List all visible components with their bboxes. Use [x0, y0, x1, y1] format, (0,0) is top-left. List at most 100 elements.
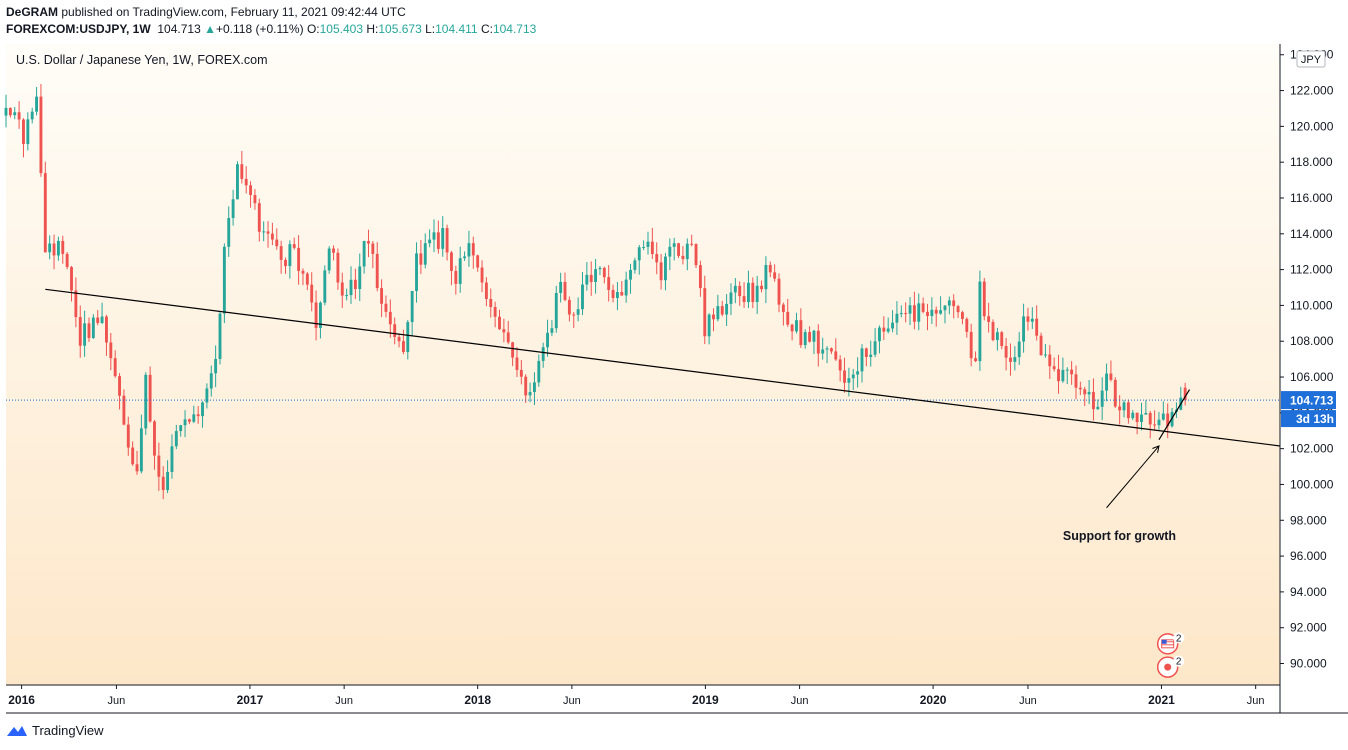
- candle-down: [476, 255, 480, 268]
- plot-area[interactable]: [6, 44, 1280, 685]
- candle-down: [96, 317, 100, 323]
- candle-down: [8, 107, 12, 116]
- candle-up: [174, 431, 178, 447]
- candle-up: [262, 231, 266, 233]
- candle-up: [183, 419, 187, 426]
- candle-up: [860, 348, 864, 372]
- author-name[interactable]: DeGRAM: [6, 5, 59, 19]
- candle-up: [668, 246, 672, 257]
- candle-up: [995, 332, 999, 341]
- price-chart[interactable]: 2016 Jun 2017 Jun 2018 Jun 2019 Jun 2020 Jun 2021 J…: [0, 0, 1348, 720]
- short-support-line[interactable]: [1158, 389, 1191, 441]
- candle-up: [629, 269, 632, 280]
- candle-down: [305, 273, 309, 285]
- candle-up: [201, 402, 204, 417]
- y-tick-label: 100.000: [1290, 477, 1334, 491]
- candle-up: [170, 446, 174, 472]
- candle-down: [1083, 389, 1087, 395]
- candle-up: [755, 285, 759, 303]
- candle-down: [292, 244, 296, 248]
- candle-up: [319, 302, 322, 328]
- candle-down: [471, 243, 475, 256]
- high-value: 105.673: [378, 22, 422, 36]
- time-axis[interactable]: [6, 685, 1280, 713]
- candle-down: [332, 248, 335, 253]
- last-price-tag-label: 104.713: [1290, 394, 1334, 408]
- candle-down: [768, 265, 772, 273]
- candle-down: [118, 376, 121, 396]
- candle-up: [209, 373, 213, 389]
- annotation-arrow[interactable]: [1106, 445, 1160, 509]
- candle-up: [345, 295, 349, 297]
- candle-up: [947, 300, 951, 306]
- candle-down: [157, 455, 161, 477]
- candle-up: [908, 305, 912, 314]
- symbol-name[interactable]: FOREXCOM:USDJPY, 1W: [6, 22, 151, 36]
- candle-down: [161, 476, 165, 491]
- candle-down: [17, 112, 21, 120]
- candle-down: [1126, 402, 1130, 419]
- candle-down: [275, 239, 279, 247]
- candle-down: [987, 316, 991, 322]
- candle-down: [777, 278, 781, 305]
- candle-up: [878, 327, 881, 342]
- candle-down: [912, 305, 916, 322]
- candle-up: [48, 243, 52, 253]
- candle-up: [716, 306, 720, 320]
- candle-up: [576, 309, 580, 315]
- us-flag-event[interactable]: 2: [1156, 632, 1185, 655]
- chart-title: U.S. Dollar / Japanese Yen, 1W, FOREX.co…: [16, 53, 268, 67]
- currency-button[interactable]: JPY: [1296, 50, 1326, 68]
- tradingview-logo-icon: [7, 725, 27, 736]
- high-label: H:: [366, 22, 379, 36]
- x-tick-label: 2020: [920, 693, 947, 707]
- candle-down: [375, 253, 379, 289]
- candle-up: [633, 260, 637, 270]
- candle-up: [594, 269, 598, 282]
- candle-up: [91, 317, 95, 339]
- candle-down: [698, 265, 702, 289]
- candle-up: [930, 309, 934, 317]
- candle-up: [939, 310, 943, 314]
- candle-up: [327, 248, 331, 271]
- candle-up: [26, 119, 30, 145]
- candle-down: [380, 288, 384, 304]
- candle-down: [393, 324, 397, 337]
- open-label: O:: [306, 22, 320, 36]
- support-line[interactable]: [45, 288, 1281, 447]
- candle-down: [524, 376, 528, 396]
- candle-down: [991, 321, 995, 341]
- candle-down: [952, 300, 956, 307]
- y-tick-label: 92.000: [1290, 621, 1327, 635]
- candle-down: [1070, 369, 1074, 375]
- candle-up: [1161, 413, 1165, 420]
- currency-label: JPY: [1301, 54, 1322, 66]
- y-tick-label: 96.000: [1290, 549, 1327, 563]
- candle-up: [30, 111, 34, 120]
- candle-up: [533, 382, 536, 393]
- candle-down: [1004, 345, 1008, 358]
- event-count: 2: [1176, 657, 1182, 668]
- candle-up: [1017, 341, 1021, 358]
- candle-up: [1140, 414, 1143, 422]
- x-tick-label: 2021: [1148, 693, 1175, 707]
- candle-down: [113, 358, 117, 377]
- candle-up: [581, 284, 584, 310]
- candle-down: [39, 96, 43, 174]
- candle-down: [1057, 369, 1060, 382]
- annotation-label[interactable]: Support for growth: [1063, 529, 1176, 543]
- candle-up: [4, 107, 8, 116]
- candle-down: [70, 267, 73, 291]
- y-tick-label: 102.000: [1290, 442, 1334, 456]
- candle-up: [463, 256, 467, 259]
- candle-down: [1109, 373, 1113, 380]
- y-tick-label: 98.000: [1290, 513, 1327, 527]
- jp-flag-event[interactable]: 2: [1156, 655, 1185, 678]
- candle-up: [795, 320, 798, 332]
- tradingview-logo[interactable]: TradingView: [6, 723, 104, 738]
- candle-up: [236, 164, 239, 200]
- candle-up: [35, 96, 39, 112]
- candle-up: [1065, 369, 1069, 371]
- change-up-icon: ▲: [204, 22, 216, 36]
- candle-down: [135, 464, 139, 472]
